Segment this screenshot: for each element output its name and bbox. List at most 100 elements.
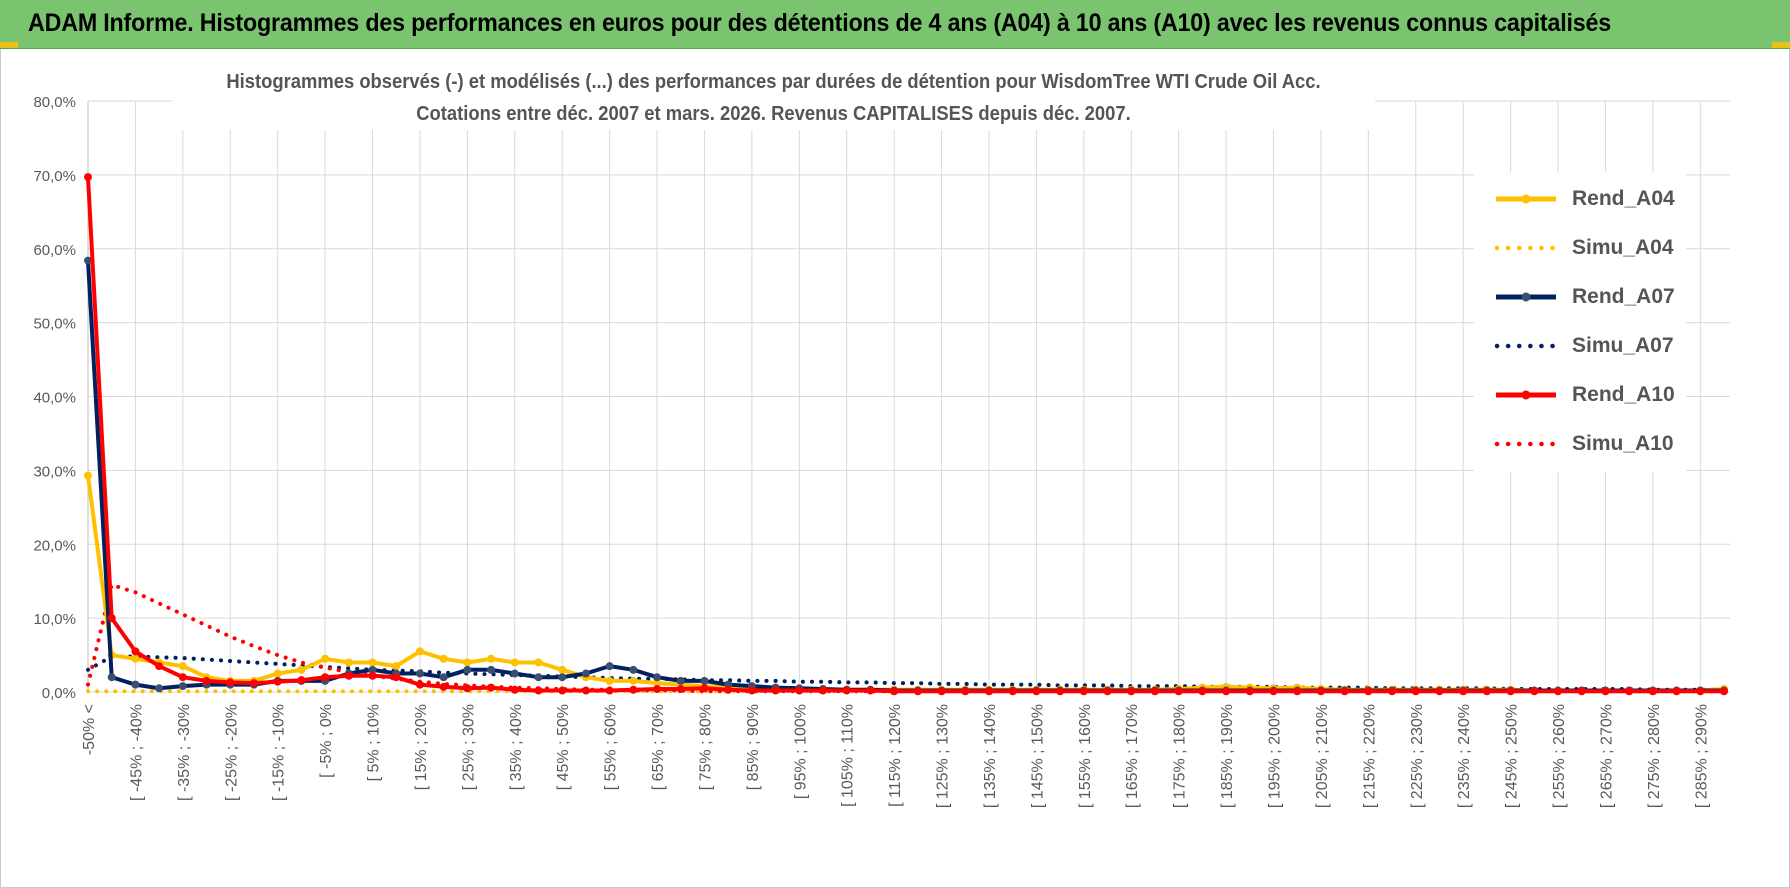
point-rend-a10	[1459, 687, 1468, 696]
point-rend-a10	[534, 686, 543, 695]
point-rend-a10	[1103, 687, 1112, 696]
point-rend-a07	[510, 669, 519, 678]
point-rend-a10	[1079, 687, 1088, 696]
point-rend-a10	[984, 687, 993, 696]
histogram-chart: 0,0% 10,0% 20,0% 30,0% 40,0% 50,0% 60,0% 70,0% 8…	[33, 94, 1730, 808]
point-rend-a10	[1435, 687, 1444, 696]
point-rend-a10	[1648, 687, 1657, 696]
x-tick-label: [ 185% ; 190%	[1219, 704, 1236, 808]
x-tick-label: [ 15% ; 20%	[413, 704, 430, 790]
x-tick-label: [ 115% ; 120%	[887, 704, 904, 807]
point-rend-a10	[1174, 687, 1183, 696]
x-tick-label: [ 85% ; 90%	[745, 704, 762, 790]
point-rend-a10	[1316, 687, 1325, 696]
point-rend-a04	[415, 647, 424, 656]
x-tick-label: [ 255% ; 260%	[1551, 704, 1568, 808]
point-rend-a10	[558, 686, 567, 695]
point-rend-a10	[653, 685, 662, 694]
x-tick-label: [ 245% ; 250%	[1504, 704, 1521, 808]
series-line-rend-a04	[86, 475, 1725, 693]
point-rend-a10	[676, 685, 685, 694]
x-tick-label: [ 95% ; 100%	[792, 704, 809, 799]
point-rend-a07	[439, 673, 448, 682]
point-rend-a10	[1388, 687, 1397, 696]
point-rend-a10	[1032, 687, 1041, 696]
legend-item-rend-a10: Rend_A10	[1494, 380, 1684, 410]
point-rend-a10	[1340, 687, 1349, 696]
point-rend-a07	[368, 665, 377, 674]
point-rend-a07	[605, 662, 614, 671]
point-rend-a04	[439, 654, 448, 663]
legend-item-simu-a10: Simu_A10	[1494, 429, 1684, 459]
point-rend-a07	[581, 669, 590, 678]
x-tick-label: [ 25% ; 30%	[460, 704, 477, 790]
y-tick-label: 80,0%	[33, 94, 76, 111]
x-tick-label: [ 155% ; 160%	[1077, 704, 1094, 808]
point-rend-a10	[1198, 687, 1207, 696]
point-rend-a04	[558, 665, 567, 674]
point-rend-a07	[131, 680, 140, 689]
series-line-rend-a10	[86, 176, 1724, 694]
point-rend-a10	[1150, 687, 1159, 696]
x-tick-label: [ -35% ; -30%	[176, 704, 193, 801]
x-tick-label: [ 75% ; 80%	[697, 704, 714, 790]
point-rend-a10	[1127, 687, 1136, 696]
legend-label-simu-a10: Simu_A10	[1572, 432, 1674, 455]
point-rend-a10	[1008, 687, 1017, 696]
point-rend-a10	[1506, 687, 1515, 696]
y-tick-label: 30,0%	[33, 463, 76, 480]
point-rend-a10	[1411, 687, 1420, 696]
point-rend-a10	[415, 680, 424, 689]
legend-item-simu-a04: Simu_A04	[1494, 233, 1684, 263]
x-tick-label: [ 65% ; 70%	[650, 704, 667, 790]
point-rend-a04	[368, 658, 377, 667]
point-rend-a10	[1056, 687, 1065, 696]
point-rend-a07	[107, 673, 116, 682]
point-rend-a07	[487, 665, 496, 674]
point-rend-a10	[937, 687, 946, 696]
point-rend-a07	[415, 669, 424, 678]
point-rend-a07	[653, 673, 662, 682]
x-tick-label: [ -25% ; -20%	[223, 704, 240, 801]
point-rend-a04	[178, 662, 187, 671]
legend-item-simu-a07: Simu_A07	[1494, 331, 1684, 361]
point-rend-a04	[653, 679, 662, 688]
point-rend-a04	[510, 658, 519, 667]
point-rend-a10	[321, 673, 330, 682]
point-rend-a10	[1696, 687, 1705, 696]
point-rend-a10	[866, 686, 875, 695]
corner-accent-right	[1772, 42, 1790, 48]
point-rend-a10	[392, 673, 401, 682]
point-rend-a04	[487, 654, 496, 663]
x-tick-label: [ 45% ; 50%	[555, 704, 572, 790]
y-tick-label: 20,0%	[33, 537, 76, 554]
x-tick-label: [ 225% ; 230%	[1409, 704, 1426, 808]
point-rend-a10	[961, 687, 970, 696]
point-rend-a04	[534, 658, 543, 667]
x-tick-label: [ 275% ; 280%	[1646, 704, 1663, 808]
title-banner: ADAM Informe. Histogrammes des performan…	[0, 0, 1790, 49]
point-rend-a04	[629, 676, 638, 685]
point-rend-a10	[913, 687, 922, 696]
x-tick-label: [ 135% ; 140%	[982, 704, 999, 808]
legend-label-rend-a04: Rend_A04	[1572, 187, 1675, 210]
legend-label-simu-a07: Simu_A07	[1572, 334, 1674, 357]
point-rend-a10	[155, 662, 164, 671]
x-tick-label: [ -45% ; -40%	[128, 704, 145, 801]
y-tick-label: 70,0%	[33, 168, 76, 185]
x-tick-label: [ 35% ; 40%	[508, 704, 525, 790]
x-tick-label: [ 5% ; 10%	[366, 704, 383, 781]
chart-title-line-1: Histogrammes observés (-) et modélisés (…	[226, 71, 1321, 93]
x-tick-label: [ 235% ; 240%	[1456, 704, 1473, 808]
point-rend-a04	[463, 658, 472, 667]
x-tick-label: [ 195% ; 200%	[1267, 704, 1284, 808]
point-rend-a10	[249, 679, 258, 688]
x-tick-label: [ 55% ; 60%	[603, 704, 620, 790]
point-rend-a10	[273, 677, 282, 686]
y-tick-label: 60,0%	[33, 242, 76, 259]
y-tick-label: 50,0%	[33, 316, 76, 333]
x-tick-label: -50% <	[81, 704, 98, 755]
point-rend-a10	[1222, 687, 1231, 696]
point-rend-a07	[700, 676, 709, 685]
point-rend-a10	[890, 687, 899, 696]
